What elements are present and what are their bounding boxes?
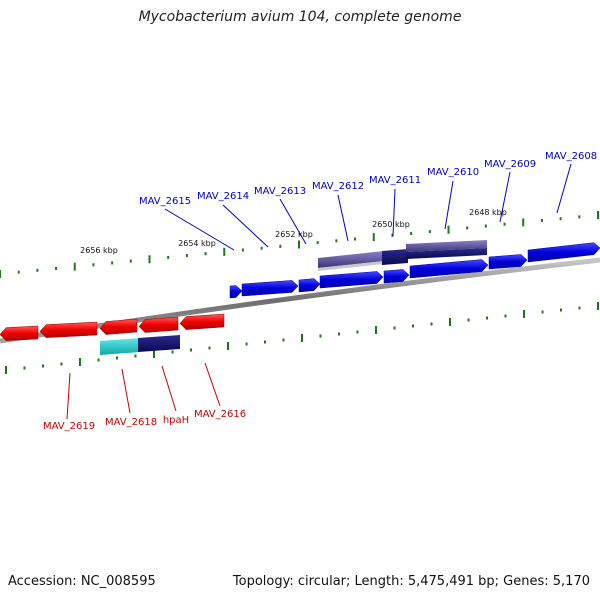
kbp-label: 2648 kbp <box>469 208 507 217</box>
feature-block <box>100 338 140 355</box>
feature-block <box>318 251 384 268</box>
feature-block <box>318 261 384 271</box>
inner-tick-track <box>5 302 599 374</box>
gene-label[interactable]: MAV_2619 <box>43 421 95 432</box>
accession-text: Accession: NC_008595 <box>8 574 156 589</box>
kbp-label: 2650 kbp <box>372 220 410 229</box>
gene-label[interactable]: MAV_2615 <box>139 196 191 207</box>
gene-leader-line <box>164 208 235 251</box>
kbp-scale: 2656 kbp 2654 kbp 2652 kbp 2650 kbp 2648 kbp <box>80 208 507 255</box>
feature-block <box>406 248 487 259</box>
gene-leader-line <box>161 365 177 412</box>
gene-leader-line <box>279 198 307 245</box>
gene-leader-line <box>444 180 454 230</box>
outer-tick-track <box>0 211 599 278</box>
gene-label[interactable]: MAV_2609 <box>484 159 536 170</box>
gene-leader-line <box>66 372 71 420</box>
reverse-gene-arrow[interactable] <box>0 325 39 341</box>
forward-gene-arrow[interactable] <box>241 280 299 297</box>
forward-gene-arrow[interactable] <box>383 269 410 284</box>
forward-gene-arrow[interactable] <box>409 259 489 279</box>
gene-leader-line <box>499 171 511 223</box>
reverse-gene-arrow[interactable] <box>99 318 138 335</box>
gene-leader-line <box>222 204 269 248</box>
reverse-gene-track <box>0 313 225 341</box>
feature-track <box>100 240 487 355</box>
reverse-gene-arrow[interactable] <box>138 316 179 333</box>
genome-title: Mycobacterium avium 104, complete genome <box>138 9 462 25</box>
kbp-label: 2654 kbp <box>178 239 216 248</box>
forward-gene-track <box>229 242 600 299</box>
gene-label[interactable]: MAV_2612 <box>312 181 364 192</box>
gene-label[interactable]: MAV_2608 <box>545 151 597 162</box>
forward-gene-arrow[interactable] <box>527 242 600 263</box>
genome-summary-text: Topology: circular; Length: 5,475,491 bp… <box>232 574 590 589</box>
forward-gene-arrow[interactable] <box>488 254 528 270</box>
gene-label[interactable]: hpaH <box>163 415 189 426</box>
reverse-gene-labels: MAV_2619 MAV_2618 hpaH MAV_2616 <box>43 362 246 432</box>
forward-gene-arrow[interactable] <box>298 278 321 293</box>
forward-gene-arrow[interactable] <box>229 285 243 299</box>
gene-label[interactable]: MAV_2616 <box>194 409 246 420</box>
gene-label[interactable]: MAV_2618 <box>105 417 157 428</box>
forward-gene-arrow[interactable] <box>319 271 384 289</box>
reverse-gene-arrow[interactable] <box>39 321 98 338</box>
gene-leader-line <box>204 362 221 407</box>
gene-leader-line <box>556 163 572 214</box>
gene-label[interactable]: MAV_2610 <box>427 167 479 178</box>
kbp-label: 2656 kbp <box>80 246 118 255</box>
gene-label[interactable]: MAV_2613 <box>254 186 306 197</box>
gene-leader-line <box>392 188 396 237</box>
gene-label[interactable]: MAV_2611 <box>369 175 421 186</box>
reverse-gene-arrow[interactable] <box>179 313 225 330</box>
gene-leader-line <box>337 194 349 242</box>
kbp-label: 2652 kbp <box>275 230 313 239</box>
forward-gene-labels: MAV_2615 MAV_2614 MAV_2613 MAV_2612 MAV_2611… <box>139 151 597 251</box>
feature-block <box>382 249 408 265</box>
gene-label[interactable]: MAV_2614 <box>197 191 249 202</box>
feature-block <box>138 335 180 352</box>
gene-leader-line <box>121 368 131 414</box>
